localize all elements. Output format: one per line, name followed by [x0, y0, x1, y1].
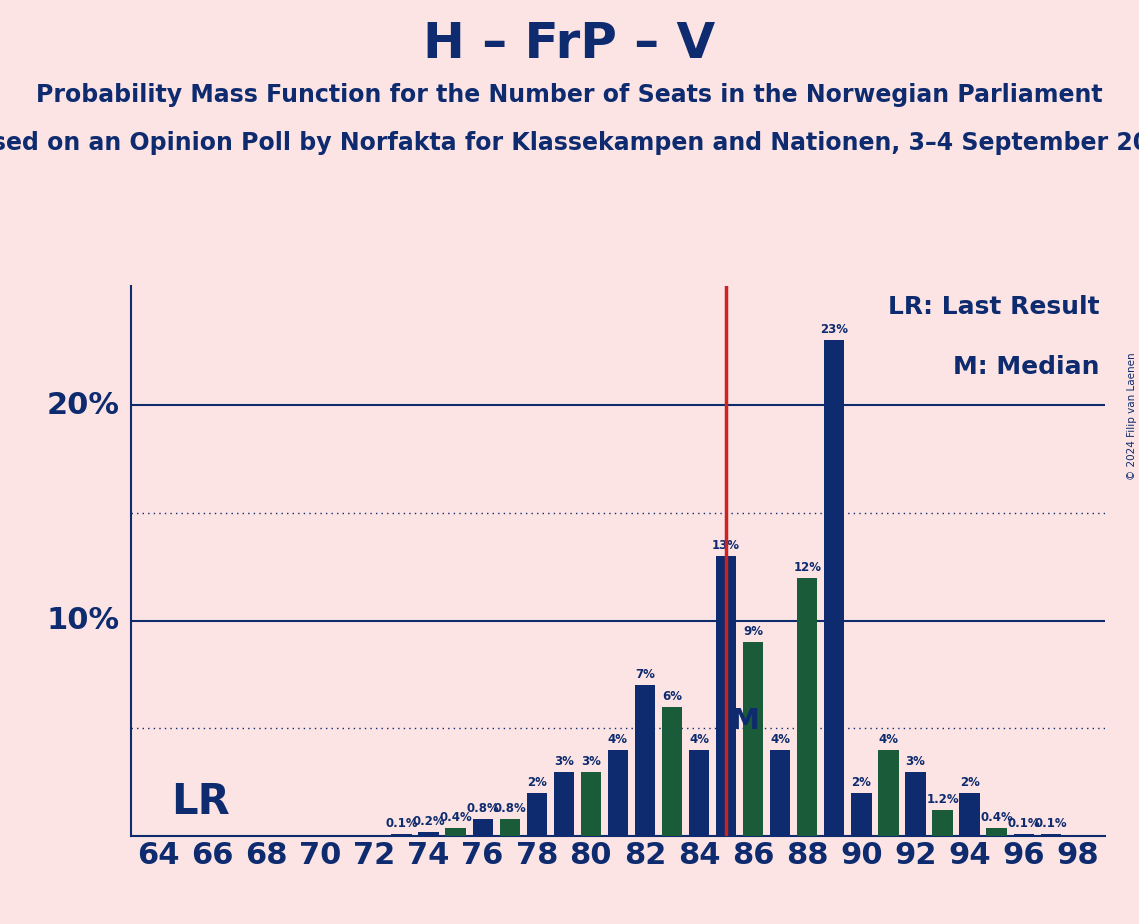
Bar: [959, 793, 980, 836]
Bar: [500, 819, 519, 836]
Text: 2%: 2%: [960, 776, 980, 789]
Bar: [392, 834, 411, 836]
Text: 6%: 6%: [662, 690, 682, 703]
Bar: [418, 832, 439, 836]
Bar: [743, 642, 763, 836]
Text: 10%: 10%: [47, 606, 120, 635]
Bar: [716, 556, 736, 836]
Bar: [878, 750, 899, 836]
Text: 0.1%: 0.1%: [385, 817, 418, 830]
Bar: [825, 340, 844, 836]
Bar: [689, 750, 710, 836]
Text: 2%: 2%: [527, 776, 547, 789]
Text: 4%: 4%: [689, 733, 710, 746]
Text: M: M: [730, 707, 760, 735]
Bar: [445, 828, 466, 836]
Text: 0.4%: 0.4%: [440, 810, 472, 823]
Text: 0.4%: 0.4%: [981, 810, 1013, 823]
Text: 3%: 3%: [581, 755, 600, 768]
Text: 4%: 4%: [878, 733, 899, 746]
Bar: [608, 750, 628, 836]
Text: 13%: 13%: [712, 539, 740, 552]
Bar: [662, 707, 682, 836]
Text: 0.8%: 0.8%: [466, 802, 499, 815]
Bar: [933, 810, 952, 836]
Bar: [906, 772, 926, 836]
Text: © 2024 Filip van Laenen: © 2024 Filip van Laenen: [1126, 352, 1137, 480]
Text: H – FrP – V: H – FrP – V: [424, 20, 715, 68]
Bar: [986, 828, 1007, 836]
Text: 23%: 23%: [820, 323, 849, 336]
Text: 3%: 3%: [554, 755, 574, 768]
Bar: [797, 578, 818, 836]
Text: 1.2%: 1.2%: [926, 794, 959, 807]
Text: 4%: 4%: [608, 733, 628, 746]
Text: 4%: 4%: [770, 733, 790, 746]
Text: M: Median: M: Median: [953, 355, 1100, 379]
Bar: [851, 793, 871, 836]
Text: 2%: 2%: [852, 776, 871, 789]
Bar: [770, 750, 790, 836]
Bar: [581, 772, 601, 836]
Text: Based on an Opinion Poll by Norfakta for Klassekampen and Nationen, 3–4 Septembe: Based on an Opinion Poll by Norfakta for…: [0, 131, 1139, 155]
Text: 0.1%: 0.1%: [1034, 817, 1067, 830]
Text: 3%: 3%: [906, 755, 925, 768]
Bar: [554, 772, 574, 836]
Text: 0.8%: 0.8%: [493, 802, 526, 815]
Text: LR: Last Result: LR: Last Result: [888, 295, 1100, 319]
Bar: [634, 686, 655, 836]
Bar: [1014, 834, 1034, 836]
Bar: [526, 793, 547, 836]
Text: 0.1%: 0.1%: [1007, 817, 1040, 830]
Text: Probability Mass Function for the Number of Seats in the Norwegian Parliament: Probability Mass Function for the Number…: [36, 83, 1103, 107]
Bar: [1041, 834, 1060, 836]
Text: 9%: 9%: [743, 626, 763, 638]
Text: 20%: 20%: [47, 391, 120, 419]
Text: 7%: 7%: [636, 668, 655, 681]
Text: 0.2%: 0.2%: [412, 815, 445, 828]
Text: 12%: 12%: [793, 561, 821, 574]
Bar: [473, 819, 493, 836]
Text: LR: LR: [172, 782, 230, 823]
